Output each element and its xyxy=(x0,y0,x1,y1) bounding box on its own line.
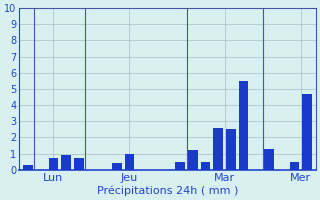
Bar xyxy=(23,165,33,170)
Bar xyxy=(61,155,71,170)
Bar xyxy=(188,150,198,170)
Bar xyxy=(74,158,84,170)
Bar xyxy=(175,162,185,170)
Bar xyxy=(264,149,274,170)
Bar xyxy=(49,158,58,170)
Bar xyxy=(226,129,236,170)
Bar xyxy=(290,162,299,170)
Bar xyxy=(201,162,210,170)
X-axis label: Précipitations 24h ( mm ): Précipitations 24h ( mm ) xyxy=(97,185,238,196)
Bar xyxy=(302,94,312,170)
Bar xyxy=(239,81,248,170)
Bar xyxy=(213,128,223,170)
Bar xyxy=(125,154,134,170)
Bar xyxy=(112,163,122,170)
